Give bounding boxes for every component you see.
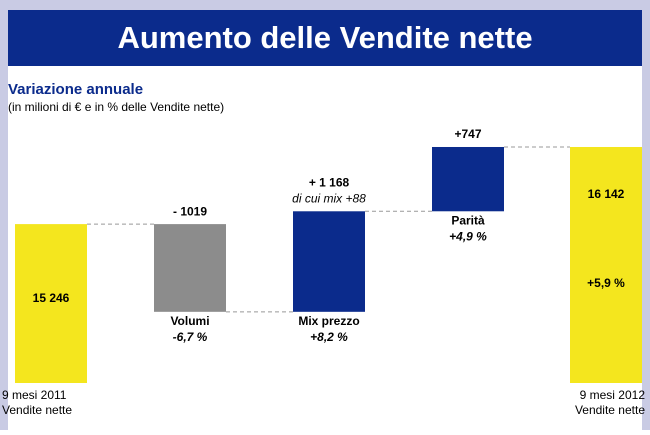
value-label: 15 246 (33, 291, 70, 305)
chart-title: Aumento delle Vendite nette (117, 20, 532, 55)
bar (432, 146, 504, 212)
x-label: 9 mesi 2011 (2, 388, 67, 402)
category-label: Mix prezzo (298, 314, 359, 328)
bar (570, 146, 642, 383)
value-label: - 1019 (173, 204, 207, 218)
bar (293, 211, 365, 312)
bar (154, 224, 226, 312)
category-label: Parità (451, 213, 485, 227)
percent-label: -6,7 % (173, 330, 208, 344)
value-label: +747 (454, 127, 481, 141)
x-label-note: Vendite nette (575, 403, 645, 417)
subtitle: Variazione annuale (8, 81, 143, 98)
category-label: Volumi (170, 314, 209, 328)
percent-label: +8,2 % (310, 330, 348, 344)
percent-label: +4,9 % (449, 229, 487, 243)
percent-label: +5,9 % (587, 276, 625, 290)
value-label: + 1 168 (309, 175, 350, 189)
bar (15, 224, 87, 383)
note: (in milioni di € e in % delle Vendite ne… (8, 100, 224, 114)
value-label: 16 142 (588, 187, 625, 201)
annotation: di cui mix +88 (292, 191, 366, 205)
x-label: 9 mesi 2012 (580, 388, 646, 402)
x-label-note: Vendite nette (2, 403, 72, 417)
header (8, 10, 642, 66)
